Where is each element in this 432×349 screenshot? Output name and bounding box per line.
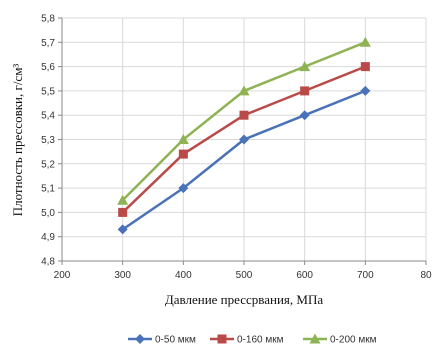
x-tick-label: 200: [54, 270, 71, 281]
axes: [58, 17, 427, 265]
data-point: [178, 183, 189, 194]
data-point: [300, 86, 310, 96]
series-group: [117, 36, 371, 235]
y-tick-label: 5,6: [41, 62, 55, 73]
y-tick-label: 5,8: [41, 14, 55, 25]
y-tick-label: 5,4: [41, 111, 55, 122]
x-axis-title: Давление прессрвания, МПа: [165, 292, 323, 307]
data-point: [117, 224, 128, 235]
series-1: [117, 85, 371, 235]
x-tick-label: 500: [236, 270, 253, 281]
y-axis-title: Плотность прессовки, г/см³: [10, 64, 25, 217]
legend-label: 0-160 мкм: [237, 335, 284, 346]
y-tick-label: 5,7: [41, 38, 55, 49]
x-tick-label: 600: [296, 270, 313, 281]
legend-item: 0-160 мкм: [210, 334, 284, 346]
legend-label: 0-200 мкм: [330, 335, 377, 346]
series-3: [117, 36, 371, 205]
data-point: [239, 110, 249, 120]
data-point: [177, 134, 189, 144]
data-point: [239, 134, 249, 145]
y-tick-label: 4,8: [41, 257, 55, 268]
series-2: [118, 62, 370, 217]
data-point: [359, 36, 371, 47]
x-tick-label: 400: [175, 270, 192, 281]
data-point: [360, 85, 371, 96]
x-tick-label: 300: [114, 270, 131, 281]
y-tick-label: 5,0: [41, 208, 55, 219]
data-point: [238, 85, 250, 96]
legend-label: 0-50 мкм: [155, 335, 196, 346]
y-tick-label: 4,9: [41, 232, 55, 243]
y-tick-label: 5,5: [41, 86, 55, 97]
data-point: [360, 62, 370, 72]
data-point: [299, 61, 311, 72]
y-tick-labels: 4,8 4,9 5,0 5,1 5,2 5,3 5,4 5,5 5,6 5,7 5,8: [41, 14, 55, 268]
data-point: [299, 110, 310, 121]
legend-marker: [217, 334, 227, 344]
x-tick-label: 700: [357, 270, 374, 281]
legend-item: 0-50 мкм: [128, 334, 196, 346]
legend-item: 0-200 мкм: [303, 333, 377, 346]
legend-marker: [309, 333, 321, 344]
y-tick-label: 5,1: [41, 184, 55, 195]
data-point: [178, 149, 188, 159]
legend: 0-50 мкм 0-160 мкм 0-200 мкм: [128, 333, 377, 346]
data-point: [117, 194, 129, 205]
x-tick-label: 80: [420, 270, 432, 281]
x-tick-labels: 200 300 400 500 600 700 80: [54, 270, 432, 281]
legend-marker: [135, 334, 145, 344]
y-tick-label: 5,2: [41, 159, 55, 170]
y-tick-label: 5,3: [41, 135, 55, 146]
data-point: [118, 207, 128, 217]
